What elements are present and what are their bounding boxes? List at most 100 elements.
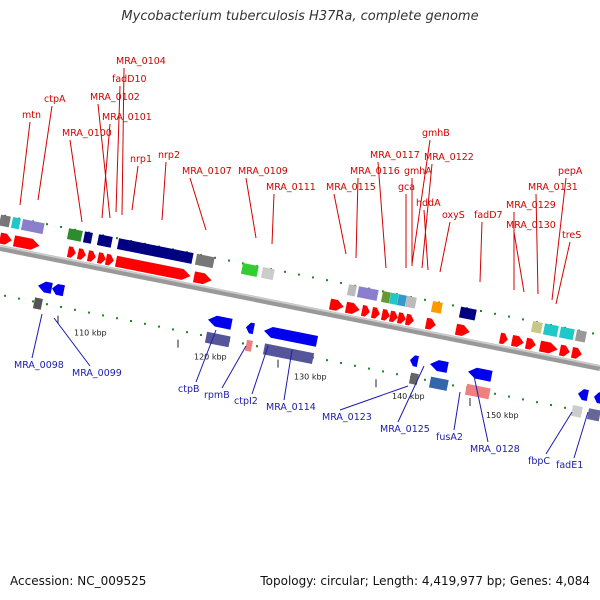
forward-gene-label[interactable]: MRA_0122 [424,152,474,163]
forward-feature-box[interactable] [10,217,21,230]
forward-gene-label[interactable]: MRA_0116 [350,166,400,177]
reverse-gene-label[interactable]: MRA_0098 [14,360,64,371]
forward-gene-label[interactable]: MRA_0115 [326,182,376,193]
reverse-feature-box[interactable] [32,297,43,310]
reverse-gene-label[interactable]: ctpI2 [234,396,258,407]
forward-feature-box[interactable] [458,306,477,321]
forward-cds-arrow[interactable] [12,235,41,251]
forward-gene-label[interactable]: MRA_0107 [182,166,232,177]
forward-gene-label[interactable]: MRA_0109 [238,166,288,177]
forward-feature-box[interactable] [530,321,543,334]
forward-cds-arrow[interactable] [524,337,537,351]
reverse-gene-label[interactable]: rpmB [204,390,230,401]
forward-cds-arrow[interactable] [538,340,559,355]
forward-gene-label[interactable]: ctpA [44,94,66,105]
forward-feature-box[interactable] [82,231,93,244]
reverse-cds-arrow[interactable] [409,355,419,367]
reverse-gene-label[interactable]: MRA_0125 [380,424,430,435]
forward-gene-label[interactable]: MRA_0104 [116,56,166,67]
forward-cds-arrow[interactable] [96,252,107,264]
forward-gene-label[interactable]: pepA [558,166,583,177]
reverse-gene-label[interactable]: MRA_0099 [72,368,122,379]
forward-cds-arrow[interactable] [558,344,571,358]
reverse-feature-box[interactable] [244,339,253,352]
forward-cds-arrow[interactable] [570,347,583,360]
reverse-feature-box[interactable] [408,372,419,385]
forward-feature-box[interactable] [0,214,11,228]
forward-feature-box[interactable] [66,228,83,242]
reverse-gene-label[interactable]: fadE1 [556,460,583,471]
forward-feature-box[interactable] [396,294,407,307]
reverse-gene-label[interactable]: ctpB [178,384,200,395]
forward-feature-box[interactable] [346,284,357,297]
forward-cds-arrow[interactable] [388,310,399,323]
forward-cds-arrow[interactable] [498,332,509,345]
forward-gene-label[interactable]: hddA [416,198,441,209]
forward-cds-arrow[interactable] [424,317,437,331]
reverse-feature-box[interactable] [586,408,600,422]
reverse-cds-arrow[interactable] [263,325,319,347]
forward-feature-box[interactable] [380,291,391,304]
forward-feature-box[interactable] [388,292,399,305]
forward-gene-label[interactable]: fadD10 [112,74,147,85]
forward-gene-label[interactable]: gmhA [404,166,432,177]
forward-gene-label[interactable]: nrp1 [130,154,152,165]
forward-cds-arrow[interactable] [76,248,87,260]
forward-gene-label[interactable]: MRA_0111 [266,182,316,193]
forward-feature-box[interactable] [260,267,275,281]
reverse-cds-arrow[interactable] [207,314,233,330]
reverse-cds-arrow[interactable] [577,388,589,401]
forward-cds-arrow[interactable] [192,271,213,285]
reverse-feature-box[interactable] [204,331,231,348]
forward-cds-arrow[interactable] [104,253,115,266]
forward-gene-label[interactable]: MRA_0100 [62,128,112,139]
forward-cds-arrow[interactable] [66,246,77,258]
reverse-gene-label[interactable]: fbpC [528,456,550,467]
reverse-gene-label[interactable]: MRA_0128 [470,444,520,455]
forward-feature-box[interactable] [116,238,194,264]
forward-cds-arrow[interactable] [328,298,345,313]
forward-feature-box[interactable] [96,234,113,248]
reverse-gene-label[interactable]: fusA2 [436,432,463,443]
forward-feature-box[interactable] [20,219,45,235]
forward-cds-arrow[interactable] [380,309,391,321]
forward-feature-box[interactable] [542,323,559,337]
forward-gene-label[interactable]: MRA_0129 [506,200,556,211]
forward-gene-label[interactable]: MRA_0101 [102,112,152,123]
forward-gene-label[interactable]: MRA_0117 [370,150,420,161]
reverse-gene-label[interactable]: MRA_0123 [322,412,372,423]
forward-gene-label[interactable]: gmhB [422,128,450,139]
forward-cds-arrow[interactable] [344,301,361,316]
forward-gene-label[interactable]: MRA_0131 [528,182,578,193]
forward-cds-arrow[interactable] [0,232,13,246]
forward-cds-arrow[interactable] [396,312,407,324]
forward-gene-label[interactable]: MRA_0130 [506,220,556,231]
forward-feature-box[interactable] [558,326,575,341]
forward-feature-box[interactable] [404,295,417,309]
forward-feature-box[interactable] [194,253,215,269]
forward-cds-arrow[interactable] [86,250,97,262]
forward-gene-label[interactable]: nrp2 [158,150,180,161]
forward-gene-label[interactable]: oxyS [442,210,465,221]
forward-feature-box[interactable] [240,263,259,277]
forward-cds-arrow[interactable] [404,313,415,326]
reverse-cds-arrow[interactable] [245,322,255,335]
forward-gene-label[interactable]: treS [562,230,581,241]
reverse-gene-label[interactable]: MRA_0114 [266,402,316,413]
forward-feature-box[interactable] [356,286,379,301]
forward-cds-arrow[interactable] [360,305,371,317]
forward-feature-box[interactable] [574,329,587,343]
reverse-cds-arrow[interactable] [57,284,65,297]
reverse-cds-arrow[interactable] [429,359,449,373]
forward-gene-label[interactable]: gca [398,182,415,193]
forward-cds-arrow[interactable] [454,323,471,338]
forward-gene-label[interactable]: MRA_0102 [90,92,140,103]
forward-cds-arrow[interactable] [114,255,192,282]
reverse-feature-box[interactable] [262,343,315,364]
forward-cds-arrow[interactable] [510,335,525,348]
reverse-cds-arrow[interactable] [467,366,493,382]
forward-gene-label[interactable]: mtn [22,110,41,121]
reverse-cds-arrow[interactable] [37,280,53,294]
reverse-feature-box[interactable] [570,405,583,418]
